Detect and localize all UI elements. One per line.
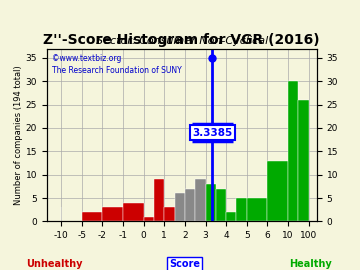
Bar bbox=[154, 179, 164, 221]
Bar bbox=[144, 217, 154, 221]
Bar bbox=[237, 198, 247, 221]
Text: Score: Score bbox=[170, 259, 201, 269]
Bar bbox=[185, 189, 195, 221]
Bar bbox=[247, 198, 267, 221]
Bar bbox=[288, 81, 298, 221]
Bar bbox=[195, 179, 206, 221]
Text: Healthy: Healthy bbox=[289, 259, 332, 269]
Bar bbox=[82, 212, 103, 221]
Title: Z''-Score Histogram for VGR (2016): Z''-Score Histogram for VGR (2016) bbox=[44, 33, 320, 48]
Text: 3.3385: 3.3385 bbox=[192, 128, 233, 138]
Bar bbox=[226, 212, 237, 221]
Text: Sector: Consumer Non-Cyclical: Sector: Consumer Non-Cyclical bbox=[96, 36, 268, 46]
Text: The Research Foundation of SUNY: The Research Foundation of SUNY bbox=[52, 66, 182, 75]
Text: Unhealthy: Unhealthy bbox=[26, 259, 82, 269]
Bar bbox=[267, 161, 288, 221]
Bar bbox=[123, 203, 144, 221]
Bar bbox=[298, 100, 309, 221]
Y-axis label: Number of companies (194 total): Number of companies (194 total) bbox=[14, 65, 23, 205]
Bar bbox=[175, 193, 185, 221]
Bar bbox=[216, 189, 226, 221]
Bar bbox=[206, 184, 216, 221]
Text: ©www.textbiz.org: ©www.textbiz.org bbox=[52, 54, 122, 63]
Bar bbox=[164, 207, 175, 221]
Bar bbox=[103, 207, 123, 221]
